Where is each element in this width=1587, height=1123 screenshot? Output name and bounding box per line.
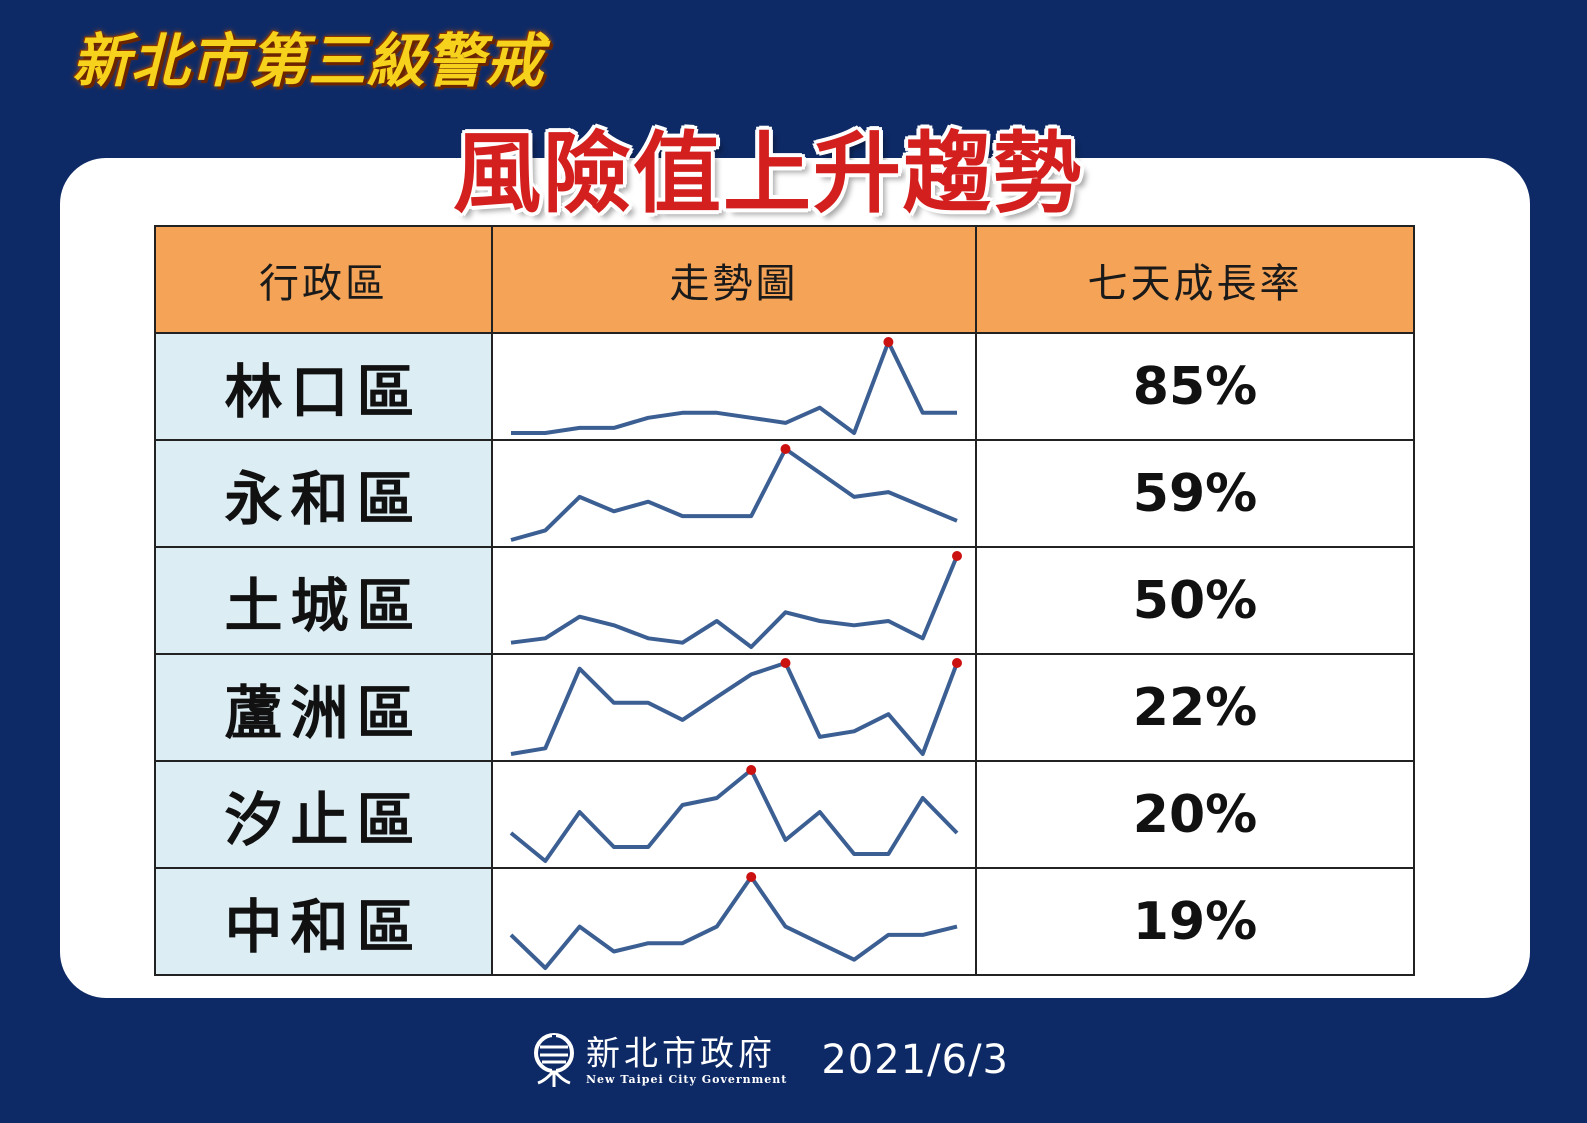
sparkline-chart bbox=[510, 444, 958, 542]
table-row: 林口區 85% bbox=[154, 332, 1415, 441]
sparkline-chart bbox=[511, 337, 957, 435]
org-name: 新北市政府 bbox=[586, 1033, 776, 1074]
footer: 新北市政府 New Taipei City Government 2021/6/… bbox=[530, 1030, 1009, 1090]
peak-marker bbox=[780, 658, 791, 668]
peak-marker bbox=[746, 765, 757, 775]
growth-rate: 19% bbox=[975, 867, 1415, 976]
trend-table: 行政區 走勢圖 七天成長率 林口區 85% 永和區 59% 土城區 50% 蘆洲區 22% 汐止… bbox=[154, 225, 1415, 976]
column-header-rate: 七天成長率 bbox=[975, 225, 1415, 334]
org-name-en: New Taipei City Government bbox=[586, 1072, 788, 1086]
sparkline-cell bbox=[491, 439, 977, 548]
district-name: 永和區 bbox=[154, 439, 493, 548]
growth-rate: 50% bbox=[975, 546, 1415, 655]
sparkline-chart bbox=[509, 872, 958, 970]
peak-marker bbox=[780, 444, 791, 454]
peak-marker bbox=[883, 337, 894, 347]
sparkline-cell bbox=[491, 760, 977, 869]
top-title: 新北市第三級警戒 bbox=[72, 27, 545, 95]
table-row: 汐止區 20% bbox=[154, 760, 1415, 869]
growth-rate: 59% bbox=[975, 439, 1415, 548]
sparkline-series bbox=[509, 875, 958, 970]
sparkline-chart bbox=[510, 658, 962, 756]
district-name: 林口區 bbox=[154, 332, 493, 441]
sparkline-cell bbox=[491, 653, 977, 762]
sparkline-series bbox=[510, 661, 959, 756]
growth-rate: 22% bbox=[975, 653, 1415, 762]
column-header-trend: 走勢圖 bbox=[491, 225, 977, 334]
sparkline-series bbox=[510, 447, 958, 542]
district-name: 中和區 bbox=[154, 867, 493, 976]
column-header-district: 行政區 bbox=[154, 225, 493, 334]
sparkline-series bbox=[509, 768, 959, 863]
new-taipei-logo-icon bbox=[534, 1033, 574, 1087]
peak-marker bbox=[952, 658, 962, 668]
sparkline-chart bbox=[510, 551, 962, 649]
sparkline-series bbox=[510, 555, 959, 649]
sparkline-chart bbox=[509, 765, 959, 863]
growth-rate: 85% bbox=[975, 332, 1415, 441]
peak-marker bbox=[952, 551, 962, 561]
table-row: 土城區 50% bbox=[154, 546, 1415, 655]
table-row: 中和區 19% bbox=[154, 867, 1415, 976]
table-row: 蘆洲區 22% bbox=[154, 653, 1415, 762]
district-name: 蘆洲區 bbox=[154, 653, 493, 762]
sparkline-series bbox=[511, 340, 957, 435]
growth-rate: 20% bbox=[975, 760, 1415, 869]
sparkline-cell bbox=[491, 332, 977, 441]
table-row: 永和區 59% bbox=[154, 439, 1415, 548]
sparkline-cell bbox=[491, 546, 977, 655]
peak-marker bbox=[746, 872, 757, 882]
main-title: 風險值上升趨勢 bbox=[453, 122, 1084, 225]
district-name: 土城區 bbox=[154, 546, 493, 655]
sparkline-cell bbox=[491, 867, 977, 976]
date-label: 2021/6/3 bbox=[821, 1037, 1010, 1083]
district-name: 汐止區 bbox=[154, 760, 493, 869]
table-body: 林口區 85% 永和區 59% 土城區 50% 蘆洲區 22% 汐止區 20% 中和區 19% bbox=[154, 332, 1415, 976]
table-header-row: 行政區 走勢圖 七天成長率 bbox=[154, 225, 1415, 334]
